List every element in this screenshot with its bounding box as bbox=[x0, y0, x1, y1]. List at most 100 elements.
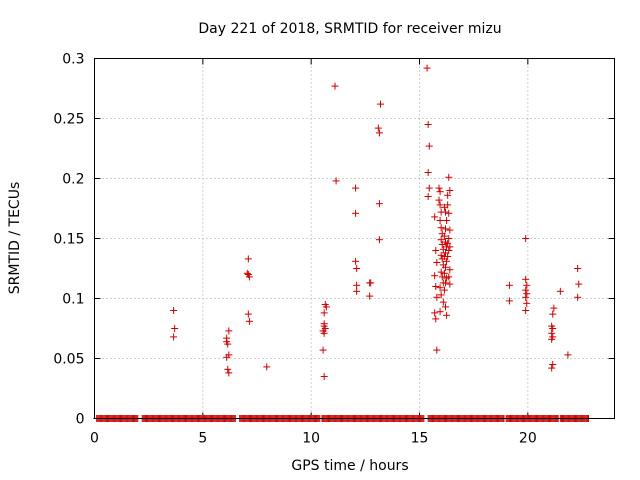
data-point bbox=[436, 201, 444, 209]
data-point bbox=[548, 364, 556, 372]
data-point bbox=[263, 363, 271, 371]
data-point bbox=[331, 82, 339, 90]
data-point bbox=[225, 327, 233, 335]
data-point bbox=[444, 191, 452, 199]
data-point bbox=[170, 333, 178, 341]
data-point bbox=[445, 209, 453, 217]
y-tick-label: 0.05 bbox=[53, 352, 84, 368]
data-point bbox=[353, 287, 361, 295]
x-tick-label: 10 bbox=[302, 431, 320, 447]
data-point bbox=[437, 291, 445, 299]
data-point bbox=[244, 310, 252, 318]
data-point bbox=[436, 217, 444, 224]
y-tick-label: 0.25 bbox=[53, 112, 84, 128]
x-axis-label: GPS time / hours bbox=[291, 458, 408, 474]
y-axis-label: SRMTID / TECUs bbox=[7, 182, 23, 295]
data-point bbox=[374, 124, 382, 132]
data-point bbox=[549, 361, 557, 368]
data-point bbox=[444, 201, 452, 209]
data-point bbox=[446, 266, 454, 274]
data-point bbox=[522, 235, 530, 242]
data-point bbox=[424, 169, 432, 176]
data-point bbox=[375, 129, 383, 137]
data-point bbox=[437, 224, 445, 232]
data-point bbox=[549, 325, 557, 332]
data-point bbox=[442, 208, 449, 216]
data-point bbox=[440, 286, 448, 294]
data-point bbox=[367, 279, 375, 287]
data-point bbox=[437, 251, 445, 259]
data-point bbox=[377, 100, 384, 108]
data-point bbox=[443, 257, 451, 265]
data-point bbox=[366, 292, 374, 300]
data-point bbox=[522, 286, 530, 294]
data-point bbox=[505, 281, 513, 289]
chart-title: Day 221 of 2018, SRMTID for receiver miz… bbox=[198, 21, 501, 37]
data-point bbox=[548, 335, 556, 343]
data-point bbox=[424, 193, 432, 200]
data-point bbox=[440, 269, 448, 277]
data-point bbox=[320, 373, 328, 380]
tick-layer: 0 5 10 15 20 0 0.05 0.1 0.15 0.2 0.25 0.3 bbox=[53, 52, 615, 447]
data-point bbox=[375, 200, 383, 208]
data-point bbox=[440, 232, 448, 240]
data-point bbox=[224, 365, 232, 373]
data-point bbox=[436, 284, 444, 292]
data-point bbox=[332, 177, 340, 185]
data-point bbox=[564, 351, 572, 359]
y-tick-label: 0.15 bbox=[53, 232, 84, 248]
data-point bbox=[319, 346, 327, 354]
data-point bbox=[321, 301, 329, 308]
data-point bbox=[437, 236, 445, 244]
data-point bbox=[442, 303, 449, 311]
data-point bbox=[522, 293, 530, 301]
data-point bbox=[445, 235, 453, 242]
data-point bbox=[575, 280, 583, 288]
data-point bbox=[446, 243, 454, 251]
data-point bbox=[445, 173, 453, 181]
data-point bbox=[320, 329, 328, 337]
data-point bbox=[432, 283, 440, 290]
data-point bbox=[437, 268, 445, 276]
data-point bbox=[432, 247, 440, 254]
data-point bbox=[223, 338, 231, 346]
data-point bbox=[443, 217, 451, 224]
data-point bbox=[353, 281, 361, 289]
data-point bbox=[170, 307, 178, 314]
data-point bbox=[243, 269, 251, 277]
data-point bbox=[425, 142, 433, 150]
x-tick-label: 5 bbox=[198, 431, 207, 447]
data-point bbox=[352, 209, 360, 217]
data-point bbox=[436, 308, 444, 316]
data-point bbox=[375, 236, 383, 244]
data-point bbox=[425, 184, 433, 192]
data-point bbox=[523, 281, 531, 289]
y-tick-label: 0.1 bbox=[62, 292, 84, 308]
data-point bbox=[444, 253, 452, 260]
data-point bbox=[320, 309, 328, 317]
y-tick-label: 0 bbox=[76, 412, 85, 428]
data-point bbox=[445, 273, 453, 281]
data-point bbox=[505, 297, 513, 305]
data-point bbox=[523, 290, 531, 298]
x-tick-label: 20 bbox=[519, 431, 537, 447]
data-point bbox=[431, 309, 439, 317]
data-point bbox=[435, 184, 443, 192]
data-point bbox=[433, 346, 441, 354]
plot-frame bbox=[94, 58, 615, 419]
data-point bbox=[436, 188, 444, 196]
data-point bbox=[443, 311, 451, 319]
data-point bbox=[432, 315, 440, 323]
data-point bbox=[446, 226, 454, 234]
data-point bbox=[431, 213, 439, 221]
data-point bbox=[433, 259, 441, 266]
data-point bbox=[548, 329, 556, 337]
data-point bbox=[352, 257, 360, 265]
data-point bbox=[445, 247, 453, 254]
data-point bbox=[442, 225, 449, 233]
data-point bbox=[438, 273, 446, 281]
data-point bbox=[424, 121, 432, 128]
data-point bbox=[442, 263, 449, 271]
data-point bbox=[244, 271, 252, 278]
